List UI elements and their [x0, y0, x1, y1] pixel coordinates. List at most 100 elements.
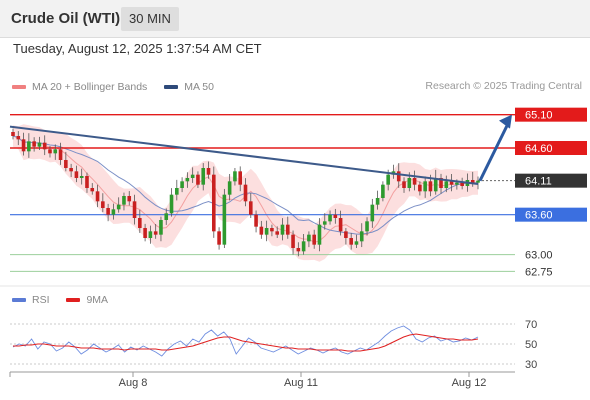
candle-body [338, 218, 343, 232]
candle-body [222, 194, 227, 245]
candle-body [111, 209, 116, 215]
candle-body [159, 220, 163, 235]
candle-body [106, 208, 110, 215]
candle-body [148, 231, 153, 238]
level-tag-62-75: 62.75 [525, 266, 553, 278]
candle-body [328, 214, 332, 222]
candle-body [164, 213, 169, 220]
candle-body [190, 174, 195, 178]
candle-body [122, 196, 126, 205]
candle-body [402, 181, 406, 188]
candle-body [238, 171, 243, 185]
level-tag-64-11: 64.11 [525, 176, 552, 188]
timeframe-badge[interactable]: 30 MIN [121, 7, 179, 31]
candle-body [69, 168, 73, 172]
candle-body [275, 231, 280, 235]
rsi-9ma-line [13, 333, 479, 352]
legend-item-9ma: 9MA [66, 294, 108, 306]
candle-body [359, 231, 364, 242]
candle-body [42, 142, 47, 150]
candle-body [138, 218, 142, 228]
candle-body [85, 176, 89, 188]
candle-body [64, 160, 68, 168]
candle-body [370, 204, 375, 222]
legend-ma50-label: MA 50 [184, 81, 214, 93]
candle-body [270, 228, 274, 232]
legend-rsi-label: RSI [32, 294, 50, 306]
rsi-level-label: 50 [525, 339, 537, 351]
candle-body [116, 204, 121, 210]
candle-body [175, 188, 179, 195]
candle-body [37, 142, 42, 147]
candle-body [206, 168, 211, 175]
candle-body [58, 149, 63, 160]
candle-body [470, 180, 475, 183]
candle-body [381, 184, 385, 198]
header-bar: Crude Oil (WTI) 30 MIN [0, 0, 590, 38]
candle-body [354, 241, 359, 245]
candle-body [449, 181, 454, 185]
level-tag-bg-65-10 [515, 107, 587, 122]
rsi-legend: RSI 9MA [12, 293, 122, 306]
legend-bollinger-label: MA 20 + Bollinger Bands [32, 81, 148, 93]
rsi-panel: 70 50 30 [10, 319, 537, 371]
candle-body [180, 181, 184, 188]
legend-9ma-label: 9MA [86, 294, 109, 306]
x-tick-label: Aug 8 [119, 377, 148, 389]
descending-trendline [9, 125, 479, 185]
candle-body [460, 182, 464, 186]
candle-body [32, 141, 36, 147]
candle-body [296, 248, 301, 252]
legend-item-bollinger: MA 20 + Bollinger Bands [12, 81, 147, 93]
candle-body [143, 228, 147, 238]
projection-arrowhead-icon [499, 114, 512, 129]
candle-body [333, 214, 338, 218]
candle-body [248, 201, 253, 215]
candle-body [243, 184, 248, 202]
price-legend: MA 20 + Bollinger Bands MA 50 [12, 80, 228, 93]
candle-body [196, 174, 200, 185]
rsi-swatch-icon [12, 298, 26, 302]
candle-body [412, 178, 417, 185]
level-tag-bg-64-11 [515, 173, 587, 188]
candle-body [301, 241, 306, 252]
candle-body [153, 231, 158, 235]
candle-body [201, 168, 206, 185]
candle-body [312, 234, 316, 245]
candle-body [127, 196, 132, 202]
credit-text: Research © 2025 Trading Central [425, 80, 582, 92]
bollinger-swatch-icon [12, 85, 26, 89]
candle-body [344, 231, 348, 238]
candle-body [444, 181, 449, 188]
candle-body [217, 231, 221, 245]
candle-body [16, 136, 21, 140]
candle-body [280, 224, 285, 235]
candle-body [259, 226, 264, 235]
candle-body [285, 224, 290, 235]
ma9-swatch-icon [66, 298, 81, 302]
rsi-level-label: 30 [525, 359, 537, 371]
candle-body [418, 184, 422, 192]
candle-body [455, 182, 459, 185]
candle-body [386, 174, 390, 185]
candle-body [476, 180, 480, 183]
level-tag-bg-63-60 [515, 207, 587, 222]
projection-arrow [478, 123, 510, 182]
candle-body [233, 171, 237, 182]
candle-body [74, 171, 79, 178]
candle-body [90, 188, 95, 192]
candle-body [132, 201, 137, 218]
ma50-swatch-icon [164, 85, 179, 89]
candle-body [185, 178, 190, 182]
level-tag-bg-64-60 [515, 141, 587, 155]
candle-body [27, 141, 31, 152]
x-tick-label: Aug 11 [284, 377, 318, 389]
candle-body [11, 132, 15, 136]
candle-body [407, 178, 412, 188]
level-tag-64-60: 64.60 [525, 143, 553, 155]
candle-body [439, 178, 443, 188]
candle-body [365, 221, 369, 232]
candle-body [317, 224, 322, 245]
x-tick-label: Aug 12 [452, 377, 487, 389]
candle-body [227, 181, 232, 195]
